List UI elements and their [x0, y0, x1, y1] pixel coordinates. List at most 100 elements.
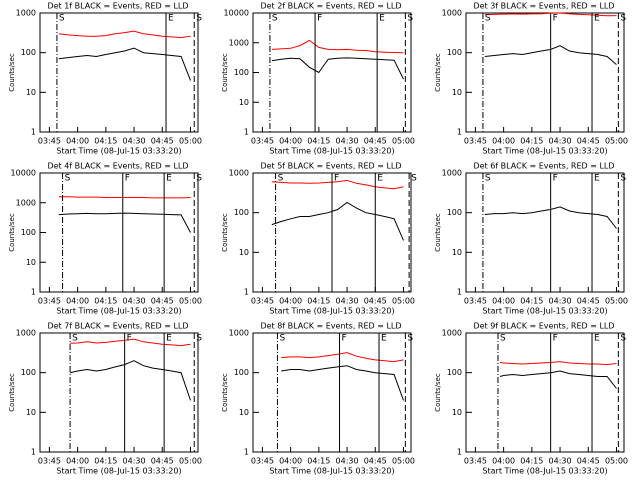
x-axis-label: Start Time (08-Jul-15 03:33:20): [269, 147, 394, 156]
series-line: [271, 57, 404, 80]
y-tick-label: 100: [234, 368, 249, 377]
x-tick-label: 03:45: [464, 137, 487, 146]
series-line: [499, 370, 617, 389]
x-tick-label: 03:45: [38, 457, 61, 466]
y-tick-label: 100: [21, 48, 36, 57]
time-marker-label: F: [342, 334, 347, 344]
x-tick-label: 05:00: [179, 137, 202, 146]
x-tick-label: 04:30: [549, 457, 572, 466]
series-line: [281, 365, 404, 401]
x-axis-label: Start Time (08-Jul-15 03:33:20): [482, 307, 607, 316]
y-axis-label: Counts/sec: [221, 53, 229, 92]
x-tick-label: 03:45: [464, 457, 487, 466]
time-marker-label: E: [594, 14, 600, 24]
x-tick-label: 03:45: [38, 137, 61, 146]
y-tick-label: 1: [244, 128, 249, 137]
time-marker-label: F: [125, 174, 130, 184]
y-tick-label: 10000: [11, 169, 36, 178]
time-marker-label: S: [407, 14, 413, 24]
y-axis-label: Counts/sec: [221, 213, 229, 252]
y-axis-label: Counts/sec: [434, 53, 442, 92]
time-marker-label: F: [553, 14, 558, 24]
x-tick-label: 04:00: [66, 297, 89, 306]
plot-frame: [252, 332, 412, 453]
y-tick-label: 10: [239, 98, 249, 107]
time-marker-label: F: [127, 334, 132, 344]
y-tick-label: 1: [31, 128, 36, 137]
x-tick-label: 04:45: [577, 297, 600, 306]
time-marker-label: S: [196, 174, 202, 184]
y-tick-label: 100: [447, 48, 462, 57]
y-tick-label: 100: [21, 368, 36, 377]
time-marker-label: S: [196, 334, 202, 344]
x-tick-label: 03:45: [251, 457, 274, 466]
x-tick-label: 04:00: [279, 297, 302, 306]
plot-frame: [252, 12, 412, 133]
y-tick-label: 1: [457, 448, 462, 457]
x-axis-label: Start Time (08-Jul-15 03:33:20): [56, 147, 181, 156]
y-tick-label: 1000: [442, 169, 462, 178]
x-tick-label: 04:15: [307, 137, 330, 146]
time-marker-label: S: [407, 334, 413, 344]
x-tick-label: 05:00: [605, 457, 628, 466]
time-marker-label: E: [166, 174, 172, 184]
x-axis-label: Start Time (08-Jul-15 03:33:20): [482, 467, 607, 476]
series-line: [281, 352, 404, 363]
x-tick-label: 03:45: [251, 297, 274, 306]
time-marker-label: E: [377, 174, 383, 184]
time-marker-label: S: [411, 174, 417, 184]
time-marker-label: S: [485, 14, 491, 24]
x-tick-label: 04:45: [151, 137, 174, 146]
y-tick-label: 10: [26, 258, 36, 267]
series-line: [271, 201, 404, 241]
y-tick-label: 100: [447, 368, 462, 377]
series-line: [70, 338, 191, 347]
series-line: [58, 30, 191, 39]
time-marker-label: F: [334, 174, 339, 184]
x-tick-label: 04:30: [549, 297, 572, 306]
time-marker-label: S: [620, 174, 626, 184]
series-line: [58, 47, 191, 81]
y-axis-label: Counts/sec: [434, 373, 442, 412]
series-line: [499, 361, 617, 366]
time-marker-label: S: [65, 174, 71, 184]
time-marker-label: S: [72, 334, 78, 344]
x-tick-label: 04:15: [520, 297, 543, 306]
chart-title: Det 7f BLACK = Events, RED = LLD: [47, 322, 188, 331]
x-tick-label: 04:45: [364, 457, 387, 466]
chart-title: Det 5f BLACK = Events, RED = LLD: [260, 162, 401, 171]
x-axis-label: Start Time (08-Jul-15 03:33:20): [56, 467, 181, 476]
chart-title: Det 4f BLACK = Events, RED = LLD: [47, 162, 188, 171]
y-tick-label: 1000: [16, 198, 36, 207]
x-axis-label: Start Time (08-Jul-15 03:33:20): [269, 467, 394, 476]
y-tick-label: 1000: [229, 329, 249, 338]
y-tick-label: 100: [234, 208, 249, 217]
time-marker-label: S: [196, 14, 202, 24]
x-tick-label: 04:00: [66, 457, 89, 466]
series-line: [69, 360, 191, 401]
x-tick-label: 04:15: [307, 457, 330, 466]
time-marker-label: S: [485, 174, 491, 184]
chart-title: Det 3f BLACK = Events, RED = LLD: [473, 2, 614, 11]
series-line: [58, 212, 191, 233]
time-marker-label: S: [620, 14, 626, 24]
x-tick-label: 04:30: [549, 137, 572, 146]
x-tick-label: 04:30: [336, 457, 359, 466]
y-tick-label: 1: [457, 128, 462, 137]
y-axis-label: Counts/sec: [8, 53, 16, 92]
y-tick-label: 100: [234, 68, 249, 77]
x-tick-label: 04:00: [492, 137, 515, 146]
x-tick-label: 03:45: [251, 137, 274, 146]
chart-title: Det 9f BLACK = Events, RED = LLD: [473, 322, 614, 331]
y-axis-label: Counts/sec: [434, 213, 442, 252]
y-tick-label: 10: [452, 248, 462, 257]
x-tick-label: 04:15: [307, 297, 330, 306]
y-tick-label: 1: [31, 448, 36, 457]
y-tick-label: 10: [239, 248, 249, 257]
y-tick-label: 10000: [224, 9, 249, 18]
y-tick-label: 1000: [442, 329, 462, 338]
x-tick-label: 04:30: [336, 137, 359, 146]
y-tick-label: 1: [244, 448, 249, 457]
